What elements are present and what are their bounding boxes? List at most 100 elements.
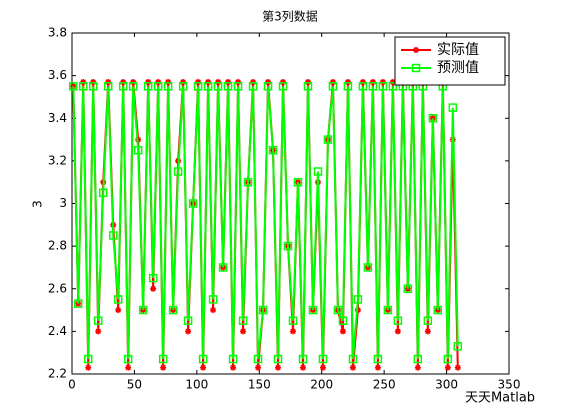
marker bbox=[280, 79, 287, 86]
marker bbox=[130, 79, 137, 86]
marker bbox=[98, 188, 108, 198]
marker bbox=[373, 354, 383, 364]
marker bbox=[195, 79, 202, 86]
marker bbox=[163, 82, 173, 91]
marker bbox=[183, 316, 193, 325]
marker bbox=[208, 295, 218, 304]
marker bbox=[374, 364, 381, 371]
marker bbox=[333, 305, 343, 315]
marker bbox=[178, 82, 188, 91]
marker bbox=[339, 328, 346, 335]
marker bbox=[240, 328, 247, 335]
marker bbox=[228, 354, 238, 364]
marker bbox=[414, 364, 421, 371]
marker bbox=[283, 241, 293, 251]
marker bbox=[250, 79, 257, 86]
marker bbox=[453, 342, 463, 351]
marker bbox=[165, 79, 172, 86]
marker bbox=[293, 177, 303, 187]
marker bbox=[265, 79, 272, 86]
marker bbox=[454, 364, 461, 371]
marker bbox=[343, 82, 353, 91]
marker bbox=[378, 82, 388, 91]
marker bbox=[95, 328, 102, 335]
marker bbox=[433, 305, 443, 315]
marker bbox=[143, 82, 153, 91]
marker bbox=[319, 364, 326, 371]
x-tick-label: 150 bbox=[248, 378, 271, 392]
marker bbox=[180, 79, 187, 86]
y-tick-label: 3 bbox=[59, 196, 67, 210]
marker bbox=[359, 79, 366, 86]
marker bbox=[369, 79, 376, 86]
marker bbox=[388, 82, 398, 91]
x-tick-label: 200 bbox=[310, 378, 333, 392]
marker bbox=[158, 354, 168, 364]
marker bbox=[344, 79, 351, 86]
y-tick-label: 3.8 bbox=[48, 26, 67, 40]
marker bbox=[125, 364, 132, 371]
x-tick-label: 50 bbox=[127, 378, 142, 392]
marker bbox=[230, 364, 237, 371]
marker bbox=[383, 305, 393, 315]
marker bbox=[413, 354, 423, 364]
marker bbox=[223, 82, 233, 91]
marker bbox=[275, 364, 282, 371]
marker bbox=[448, 103, 458, 112]
marker bbox=[394, 328, 401, 335]
marker bbox=[318, 354, 328, 364]
marker bbox=[118, 82, 128, 91]
marker bbox=[263, 82, 273, 91]
marker bbox=[248, 82, 258, 91]
marker bbox=[368, 82, 378, 91]
marker bbox=[210, 307, 217, 314]
x-tick-label: 100 bbox=[185, 378, 208, 392]
marker bbox=[358, 82, 368, 91]
x-tick-label: 250 bbox=[373, 378, 396, 392]
y-tick-label: 3.4 bbox=[48, 111, 67, 125]
marker bbox=[289, 328, 296, 335]
marker bbox=[108, 231, 118, 240]
marker bbox=[85, 364, 92, 371]
x-tick-label: 350 bbox=[498, 378, 521, 392]
marker bbox=[80, 79, 87, 86]
marker bbox=[133, 145, 143, 155]
marker bbox=[173, 167, 183, 176]
y-tick-label: 3.2 bbox=[48, 153, 67, 167]
legend-marker bbox=[411, 63, 421, 73]
marker bbox=[200, 364, 207, 371]
marker bbox=[308, 305, 318, 315]
y-axis-label: 3 bbox=[31, 200, 45, 208]
marker bbox=[115, 307, 122, 314]
marker bbox=[353, 295, 363, 304]
marker bbox=[403, 284, 413, 293]
marker bbox=[138, 305, 148, 315]
marker bbox=[379, 79, 386, 86]
marker bbox=[233, 82, 243, 91]
marker bbox=[444, 364, 451, 371]
marker bbox=[299, 364, 306, 371]
marker bbox=[329, 79, 336, 86]
x-tick-label: 0 bbox=[68, 378, 76, 392]
marker bbox=[298, 354, 308, 364]
marker bbox=[185, 328, 192, 335]
marker bbox=[389, 79, 396, 86]
marker bbox=[349, 364, 356, 371]
marker bbox=[225, 79, 232, 86]
marker bbox=[428, 114, 438, 123]
marker bbox=[313, 167, 323, 176]
chart-title: 第3列数据 bbox=[262, 9, 318, 24]
marker bbox=[215, 79, 222, 86]
marker bbox=[128, 82, 138, 91]
marker bbox=[238, 316, 248, 325]
marker bbox=[243, 177, 253, 187]
marker bbox=[393, 316, 403, 325]
legend-label: 预测值 bbox=[437, 60, 479, 76]
y-tick-label: 3.6 bbox=[48, 68, 67, 82]
marker bbox=[203, 82, 213, 91]
marker bbox=[145, 79, 152, 86]
marker bbox=[150, 285, 157, 292]
marker bbox=[268, 145, 278, 155]
